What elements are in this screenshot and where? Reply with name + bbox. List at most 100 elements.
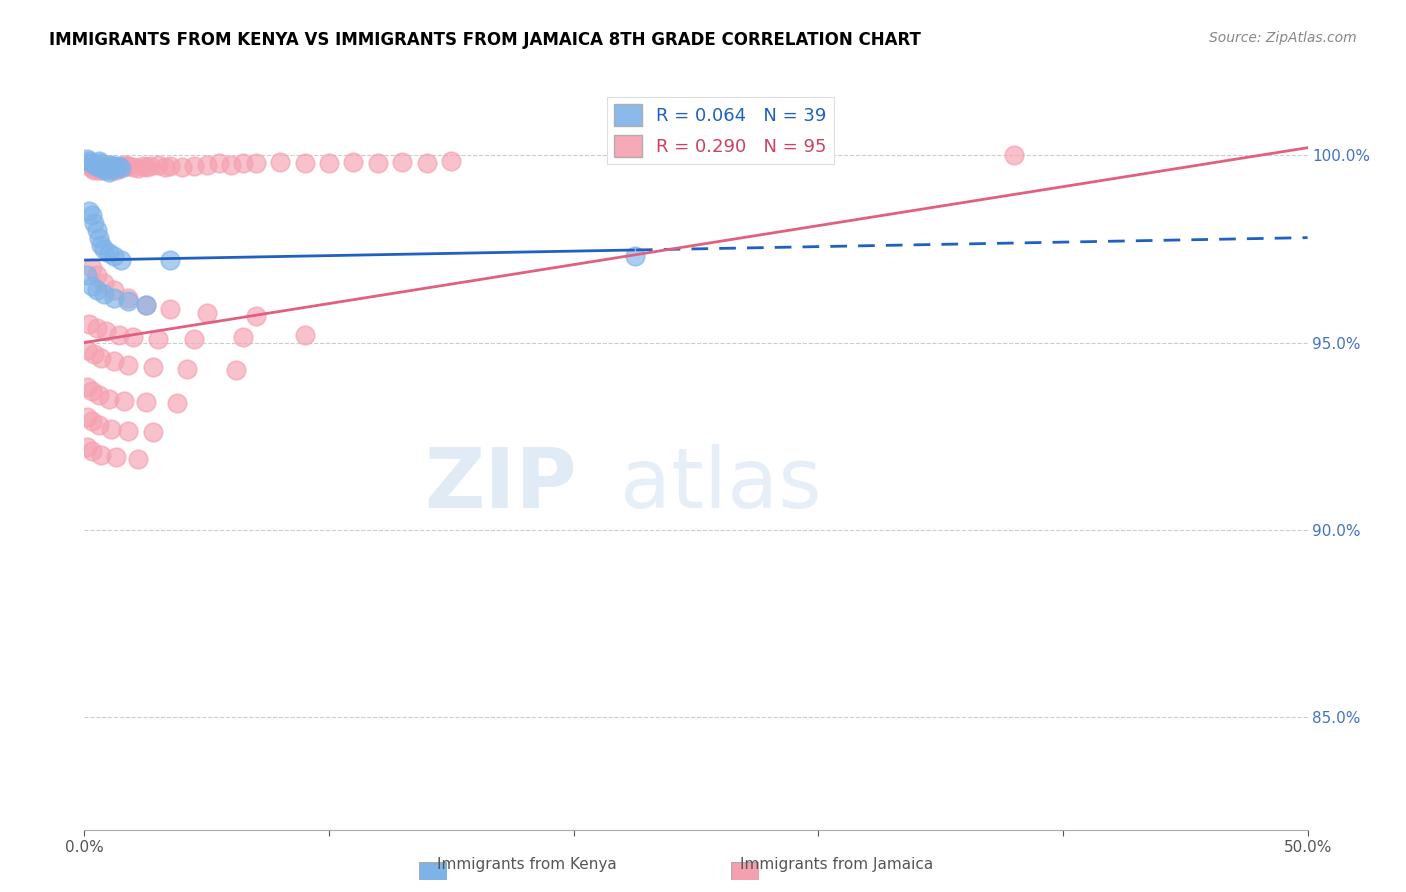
Point (122, 330, 145, 344)
Point (97, 161, 120, 176)
Point (103, 291, 125, 305)
Point (83, 157, 105, 171)
Point (80, 260, 103, 275)
Text: IMMIGRANTS FROM KENYA VS IMMIGRANTS FROM JAMAICA 8TH GRADE CORRELATION CHART: IMMIGRANTS FROM KENYA VS IMMIGRANTS FROM… (49, 31, 921, 49)
Point (80, 414, 103, 428)
Point (86, 268, 108, 282)
Point (86, 320, 108, 334)
Point (76, 441, 98, 455)
Point (86, 157, 108, 171)
Point (172, 160, 194, 174)
Point (83, 163, 105, 178)
Point (103, 160, 125, 174)
Point (219, 157, 242, 171)
Point (87, 163, 110, 178)
Point (86, 283, 108, 297)
Point (83, 347, 105, 361)
Point (1002, 148, 1025, 162)
Point (416, 155, 439, 169)
Point (105, 161, 128, 176)
Point (112, 393, 135, 408)
Point (76, 380, 98, 394)
Point (90, 351, 112, 365)
Point (86, 223, 108, 237)
Point (76, 268, 98, 282)
Point (115, 157, 138, 171)
Point (86, 160, 108, 174)
Point (80, 161, 103, 176)
Point (391, 155, 413, 169)
Point (77, 317, 100, 331)
Point (232, 155, 254, 169)
Point (294, 155, 316, 169)
Text: atlas: atlas (620, 444, 821, 525)
Point (97, 245, 120, 260)
Point (105, 450, 128, 464)
Point (103, 160, 125, 174)
Point (100, 422, 122, 436)
Point (96, 161, 118, 176)
Point (83, 155, 105, 169)
Point (107, 160, 129, 174)
Point (105, 163, 128, 178)
Point (87, 388, 110, 402)
Text: Immigrants from Kenya: Immigrants from Kenya (437, 857, 617, 872)
Point (76, 152, 98, 166)
Point (142, 359, 165, 374)
Point (90, 161, 112, 176)
Point (225, 362, 247, 376)
Point (103, 283, 125, 297)
Point (146, 332, 169, 346)
Text: Source: ZipAtlas.com: Source: ZipAtlas.com (1209, 31, 1357, 45)
Text: ZIP: ZIP (425, 444, 576, 525)
Point (97, 160, 120, 174)
Point (96, 324, 118, 338)
Point (97, 392, 120, 406)
Point (77, 204, 100, 219)
Point (93, 276, 115, 290)
Point (232, 330, 254, 344)
Point (117, 160, 139, 174)
Point (146, 157, 169, 171)
Point (135, 298, 157, 312)
Point (208, 156, 231, 170)
Point (77, 153, 100, 168)
Point (80, 444, 103, 458)
Legend: R = 0.064   N = 39, R = 0.290   N = 95: R = 0.064 N = 39, R = 0.290 N = 95 (607, 97, 834, 164)
Point (294, 328, 316, 343)
Point (93, 242, 115, 256)
Point (93, 286, 115, 301)
Point (107, 328, 129, 343)
Point (135, 160, 157, 174)
Point (76, 155, 98, 169)
Point (245, 156, 267, 170)
Point (100, 157, 122, 171)
Point (96, 163, 118, 178)
Point (117, 424, 139, 438)
Point (83, 216, 105, 230)
Point (135, 298, 157, 312)
Point (76, 410, 98, 425)
Point (269, 155, 291, 169)
Point (100, 163, 122, 178)
Point (90, 155, 112, 169)
Point (90, 163, 112, 178)
Point (90, 448, 112, 462)
Point (110, 161, 132, 176)
Point (80, 384, 103, 399)
Point (135, 395, 157, 409)
Point (139, 159, 162, 173)
Point (183, 332, 205, 346)
Point (132, 159, 155, 173)
Point (80, 155, 103, 169)
Point (112, 159, 135, 173)
Point (80, 279, 103, 293)
Point (117, 294, 139, 309)
Point (117, 358, 139, 372)
Point (624, 249, 647, 263)
Point (117, 291, 139, 305)
Point (122, 160, 145, 174)
Point (159, 159, 181, 173)
Point (367, 156, 389, 170)
Point (87, 417, 110, 432)
